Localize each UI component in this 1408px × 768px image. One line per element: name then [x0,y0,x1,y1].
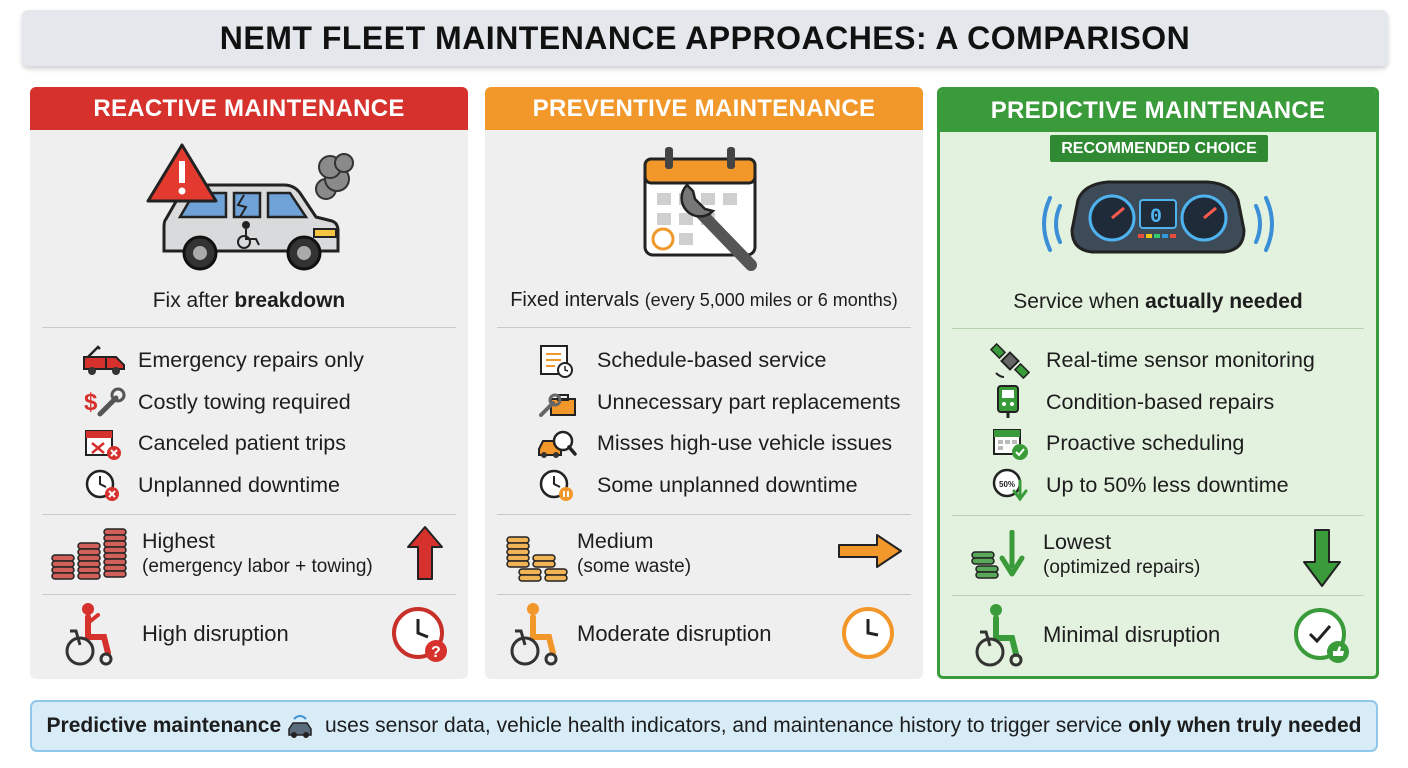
predictive-disruption: Minimal disruption [940,598,1376,673]
connected-car-icon [285,713,315,739]
reactive-column: REACTIVE MAINTENANCE [30,87,468,679]
list-item: Some unplanned downtime [537,465,901,507]
preventive-disruption: Moderate disruption [485,597,923,672]
satellite-icon [990,342,1034,379]
calendar-wrench-icon [643,147,757,271]
broken-wheelchair-van-icon [146,143,354,271]
smart-dashboard-icon: 0 [1042,180,1274,254]
predictive-features: Real-time sensor monitoring Condition-ba… [990,340,1315,506]
divider [497,327,911,328]
list-item: Unplanned downtime [82,465,364,507]
predictive-column: PREDICTIVE MAINTENANCE RECOMMENDED CHOIC… [937,87,1379,679]
divider [952,595,1364,596]
list-item: Misses high-use vehicle issues [537,423,901,465]
divider [497,514,911,515]
car-magnifier-icon [537,426,581,462]
list-item: Proactive scheduling [990,423,1315,465]
coin-stacks-icon [50,525,130,590]
svg-text:?: ? [431,644,441,661]
list-item: Real-time sensor monitoring [990,340,1315,382]
clock-icon [840,605,898,668]
list-item: 50% Up to 50% less downtime [990,465,1315,507]
schedule-icon [537,343,581,379]
obd-scanner-icon [990,384,1034,420]
tow-truck-icon [82,343,126,379]
toolbox-icon [537,384,581,420]
divider [42,327,456,328]
svg-text:$: $ [84,389,98,416]
preventive-cost: Medium (some waste) [485,519,923,589]
predictive-cost: Lowest (optimized repairs) [940,520,1376,590]
wheelchair-patient-icon [970,602,1030,673]
svg-text:0: 0 [1150,206,1162,229]
reactive-features: Emergency repairs only $ Costly towing r… [82,340,364,506]
cost-text: Highest (emergency labor + towing) [142,529,373,577]
preventive-column: PREVENTIVE MAINTENANCE Fixed intervals (… [485,87,923,679]
calendar-check-icon [990,426,1034,462]
predictive-header: PREDICTIVE MAINTENANCE [940,90,1376,132]
divider [952,515,1364,516]
page-title: NEMT FLEET MAINTENANCE APPROACHES: A COM… [219,19,1191,56]
clock-thumbs-up-icon [1292,606,1354,673]
predictive-tagline: Service when actually needed [1013,290,1303,313]
list-item: Schedule-based service [537,340,901,382]
calendar-wrench-illustration [485,141,923,281]
wheelchair-patient-icon [503,601,563,672]
preventive-features: Schedule-based service Unnecessary part … [537,340,901,506]
clock-x-icon [82,467,126,503]
dashboard-illustration: 0 [940,170,1376,280]
disruption-text: Moderate disruption [577,621,772,646]
arrow-down-icon [1302,528,1342,593]
reactive-header: REACTIVE MAINTENANCE [30,87,468,130]
disruption-text: High disruption [142,621,289,646]
list-item: $ Costly towing required [82,382,364,424]
divider [497,594,911,595]
disruption-text: Minimal disruption [1043,622,1221,647]
recommended-badge: RECOMMENDED CHOICE [1050,135,1268,162]
list-item: Unnecessary part replacements [537,382,901,424]
broken-car-illustration [30,141,468,281]
reactive-cost: Highest (emergency labor + towing) [30,519,468,589]
list-item: Emergency repairs only [82,340,364,382]
summary-banner: Predictive maintenance uses sensor data,… [30,700,1378,752]
list-item: Condition-based repairs [990,382,1315,424]
svg-text:50%: 50% [999,480,1015,489]
cost-text: Lowest (optimized repairs) [1043,530,1201,578]
divider [42,594,456,595]
divider [952,328,1364,329]
preventive-header: PREVENTIVE MAINTENANCE [485,87,923,130]
preventive-tagline: Fixed intervals (every 5,000 miles or 6 … [510,289,898,311]
cost-text: Medium (some waste) [577,529,692,577]
arrow-up-icon [406,525,444,586]
clock-question-icon: ? [390,605,452,672]
divider [42,514,456,515]
list-item: Canceled patient trips [82,423,364,465]
dollar-wrench-icon: $ [82,384,126,420]
reactive-tagline: Fix after breakdown [152,289,346,312]
clock-pause-icon [537,467,581,503]
reactive-disruption: High disruption ? [30,597,468,672]
canceled-calendar-icon [82,426,126,462]
clock-down-icon: 50% [990,467,1034,503]
wheelchair-patient-icon [58,601,118,672]
arrow-right-icon [837,533,903,574]
coin-stacks-icon [505,525,585,590]
coin-stack-down-icon [970,529,1032,591]
title-bar: NEMT FLEET MAINTENANCE APPROACHES: A COM… [22,10,1388,66]
